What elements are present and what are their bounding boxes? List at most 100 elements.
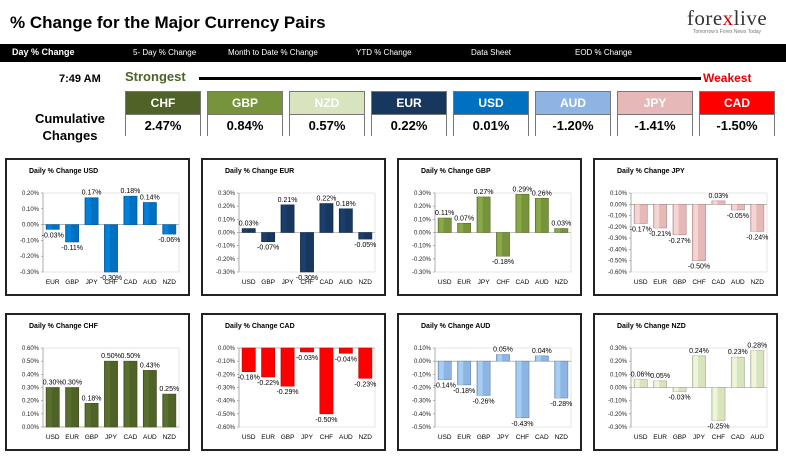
x-tick-label: JPY	[301, 434, 314, 441]
y-tick-label: -0.20%	[608, 412, 628, 418]
y-tick-label: -0.20%	[608, 225, 628, 231]
strongest-label: Strongest	[125, 69, 186, 84]
data-label: -0.14%	[434, 383, 456, 390]
nav-mtd-change[interactable]: Month to Date % Change	[228, 48, 318, 57]
data-label: -0.18%	[453, 388, 475, 395]
bar-highlight	[281, 204, 287, 233]
y-tick-label: -0.10%	[608, 399, 628, 405]
currency-card-eur: EUR 0.22%	[371, 91, 447, 136]
x-tick-label: EUR	[261, 434, 275, 441]
currency-card-nzd: NZD 0.57%	[289, 91, 365, 136]
x-tick-label: CAD	[731, 434, 745, 441]
bar-highlight	[105, 361, 111, 427]
y-tick-label: 0.30%	[22, 386, 40, 392]
data-label: -0.04%	[335, 356, 357, 363]
bar-highlight	[262, 348, 268, 377]
forexlive-logo[interactable]: forexlive Tomorrow's Forex News Today	[678, 6, 776, 40]
data-label: 0.18%	[82, 395, 102, 402]
y-tick-label: 0.10%	[414, 346, 432, 352]
bar-nzd	[162, 224, 177, 235]
bar-highlight	[105, 224, 111, 272]
panel-usd: Daily % Change USD 0.20% 0.10% 0.00% -0.10% -…	[5, 158, 190, 296]
bar-highlight	[85, 403, 91, 427]
bar-highlight	[751, 204, 757, 232]
panel-chf: Daily % Change CHF 0.60% 0.50% 0.40% 0.30% 0.…	[5, 313, 190, 451]
y-tick-label: -0.40%	[608, 247, 628, 253]
chart-nzd: 0.30% 0.20% 0.10% 0.00% -0.10% -0.20% -0.30% 0.…	[608, 343, 768, 441]
page-title: % Change for the Major Currency Pairs	[10, 13, 326, 32]
data-label: -0.26%	[472, 398, 494, 405]
bar-highlight	[732, 357, 737, 388]
data-label: 0.18%	[120, 188, 140, 195]
y-tick-label: -0.10%	[216, 244, 236, 250]
data-label: -0.27%	[668, 238, 690, 245]
data-label: 0.25%	[159, 386, 179, 393]
data-label: -0.25%	[707, 423, 729, 430]
nav-eod-change[interactable]: EOD % Change	[575, 48, 632, 57]
bar-highlight	[66, 224, 72, 242]
bar-highlight	[751, 350, 757, 388]
bar-highlight	[654, 204, 660, 228]
y-tick-label: 0.00%	[610, 202, 628, 208]
currency-value: 0.84%	[208, 115, 282, 136]
nav-bar: Day % Change 5- Day % Change Month to Da…	[0, 44, 786, 62]
data-label: -0.22%	[257, 380, 279, 387]
chart-cad: 0.00% -0.10% -0.20% -0.30% -0.40% -0.50% -0.60…	[216, 346, 376, 441]
y-tick-label: 0.20%	[610, 359, 628, 365]
x-tick-label: AUD	[750, 434, 764, 441]
x-tick-label: JPY	[105, 434, 118, 441]
bar-highlight	[516, 361, 522, 418]
bar-jpy	[496, 354, 510, 362]
bar-highlight	[439, 218, 444, 233]
bar-highlight	[555, 361, 561, 399]
bar-highlight	[477, 196, 483, 233]
data-label: 0.03%	[551, 221, 571, 228]
x-tick-label: CHF	[104, 279, 117, 286]
data-label: -0.03%	[42, 232, 64, 239]
bar-highlight	[712, 387, 718, 421]
x-tick-label: CAD	[124, 434, 138, 441]
bar-eur	[457, 222, 472, 233]
y-tick-label: 0.30%	[218, 191, 236, 197]
data-label: -0.18%	[492, 259, 514, 266]
nav-5day-change[interactable]: 5- Day % Change	[133, 48, 197, 57]
nav-day-change[interactable]: Day % Change	[12, 47, 75, 57]
x-tick-label: CHF	[712, 434, 725, 441]
y-tick-label: -0.30%	[608, 236, 628, 242]
bar-highlight	[124, 361, 130, 427]
x-tick-label: EUR	[457, 434, 471, 441]
chart-gbp: 0.30% 0.20% 0.10% 0.00% -0.10% -0.20% -0.30% 0.…	[412, 186, 572, 286]
data-label: 0.18%	[336, 201, 356, 208]
y-tick-label: 0.10%	[414, 217, 432, 223]
data-label: 0.29%	[512, 186, 532, 193]
bar-jpy	[300, 347, 314, 353]
x-tick-label: EUR	[457, 279, 471, 286]
currency-card-chf: CHF 2.47%	[125, 91, 201, 136]
currency-value: 2.47%	[126, 115, 200, 136]
currency-card-aud: AUD -1.20%	[535, 91, 611, 136]
data-label: 0.28%	[747, 343, 767, 350]
chart-usd: 0.20% 0.10% 0.00% -0.10% -0.20% -0.30% -0.03% E…	[20, 188, 180, 286]
y-tick-label: -0.20%	[412, 257, 432, 263]
y-tick-label: 0.10%	[22, 412, 40, 418]
currency-code: CAD	[700, 92, 774, 115]
x-tick-label: JPY	[497, 434, 510, 441]
nav-ytd-change[interactable]: YTD % Change	[356, 48, 412, 57]
chart-title: Daily % Change CHF	[29, 323, 98, 330]
x-tick-label: CHF	[692, 279, 705, 286]
bar-highlight	[340, 208, 345, 233]
x-tick-label: USD	[46, 434, 60, 441]
currency-code: JPY	[618, 92, 692, 115]
chart-chf: 0.60%0.50%0.40%0.30%0.20%0.10%0.00%0.30%…	[22, 346, 180, 441]
weakest-label: Weakest	[703, 71, 752, 85]
nav-data-sheet[interactable]: Data Sheet	[471, 48, 512, 57]
data-label: -0.11%	[61, 245, 83, 252]
bar-highlight	[320, 203, 326, 233]
bar-highlight	[439, 361, 444, 380]
currency-code: EUR	[372, 92, 446, 115]
data-label: 0.05%	[650, 373, 670, 380]
data-label: -0.43%	[511, 421, 533, 428]
bar-highlight	[47, 224, 52, 230]
x-tick-label: CHF	[320, 434, 333, 441]
bar-highlight	[124, 196, 130, 225]
